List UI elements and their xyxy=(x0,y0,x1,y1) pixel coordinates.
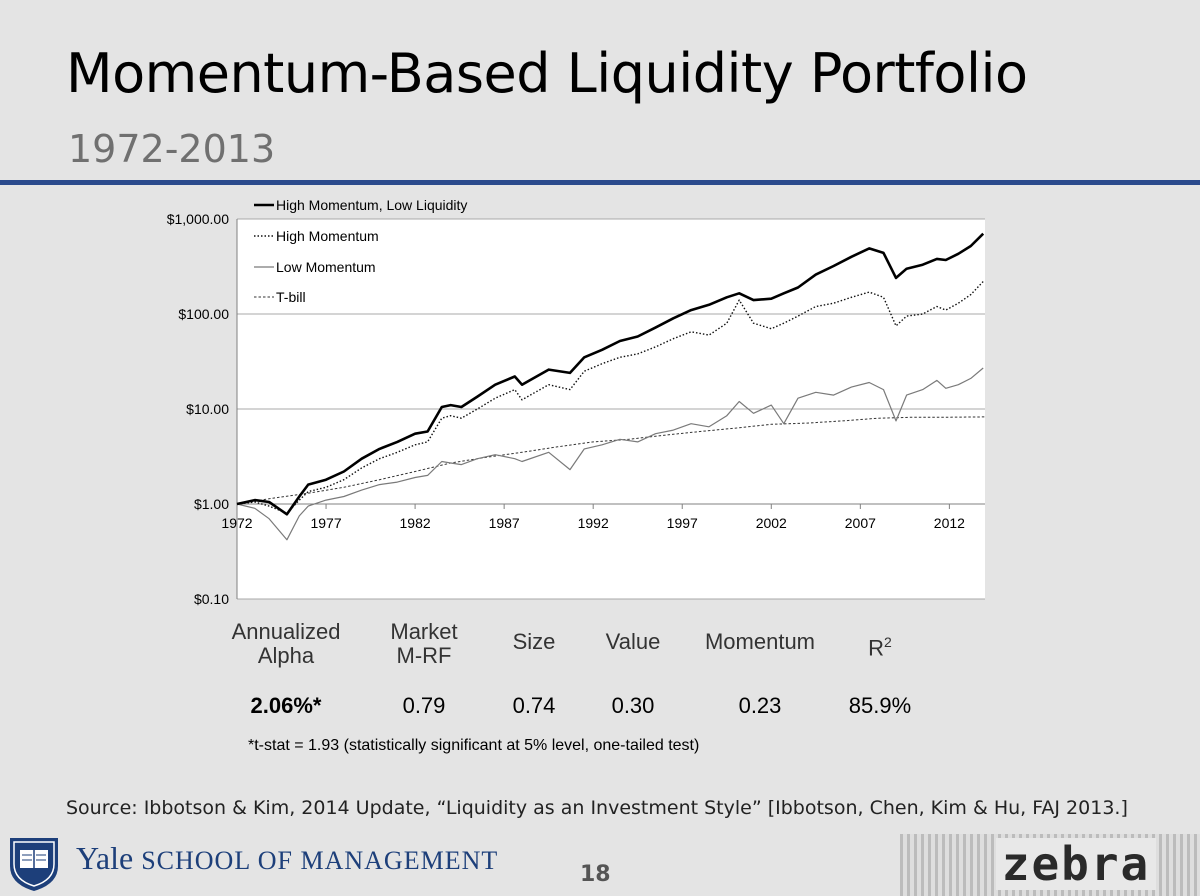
tstat-footnote: *t-stat = 1.93 (statistically significan… xyxy=(248,737,700,754)
yale-wordmark-school: SCHOOL OF MANAGEMENT xyxy=(141,846,499,875)
x-tick-label: 1987 xyxy=(489,515,520,531)
x-tick-label: 1997 xyxy=(667,515,698,531)
legend-label: High Momentum, Low Liquidity xyxy=(276,197,467,213)
chart-legend: High Momentum, Low Liquidity High Momentu… xyxy=(254,197,467,305)
y-tick-label: $1,000.00 xyxy=(167,211,229,227)
series-line-dotted xyxy=(236,281,984,514)
x-tick-label: 1992 xyxy=(578,515,609,531)
series-line-thin-dashed xyxy=(236,416,986,505)
legend-label: High Momentum xyxy=(276,228,379,244)
source-citation: Source: Ibbotson & Kim, 2014 Update, “Li… xyxy=(66,797,1128,819)
series-line-thick-solid xyxy=(236,232,985,516)
y-tick-label: $100.00 xyxy=(178,306,229,322)
yale-shield-icon xyxy=(10,838,58,891)
legend-label: Low Momentum xyxy=(276,259,376,275)
zebra-wordmark: zebra xyxy=(996,838,1156,890)
yale-som-wordmark: Yale SCHOOL OF MANAGEMENT xyxy=(76,840,498,877)
zebra-logo: zebra xyxy=(900,834,1200,896)
slide-subtitle: 1972-2013 xyxy=(68,127,276,171)
yale-wordmark-name: Yale xyxy=(76,840,134,876)
x-tick-label: 2012 xyxy=(934,515,965,531)
y-tick-label: $1.00 xyxy=(194,496,229,512)
chart-axes: $1,000.00 $100.00 $10.00 $1.00 $0.10 1972 1977… xyxy=(167,211,985,607)
series-lines xyxy=(236,232,986,541)
y-tick-label: $10.00 xyxy=(186,401,229,417)
x-tick-label: 2002 xyxy=(756,515,787,531)
x-tick-label: 1977 xyxy=(310,515,341,531)
y-tick-label: $0.10 xyxy=(194,591,229,607)
page-number: 18 xyxy=(580,862,611,887)
x-tick-label: 1982 xyxy=(400,515,431,531)
x-tick-label: 2007 xyxy=(845,515,876,531)
legend-label: T-bill xyxy=(276,289,306,305)
x-tick-label: 1972 xyxy=(221,515,252,531)
slide-title: Momentum-Based Liquidity Portfolio xyxy=(66,42,1028,105)
series-line-thin-solid xyxy=(236,367,984,541)
title-divider xyxy=(0,180,1200,185)
